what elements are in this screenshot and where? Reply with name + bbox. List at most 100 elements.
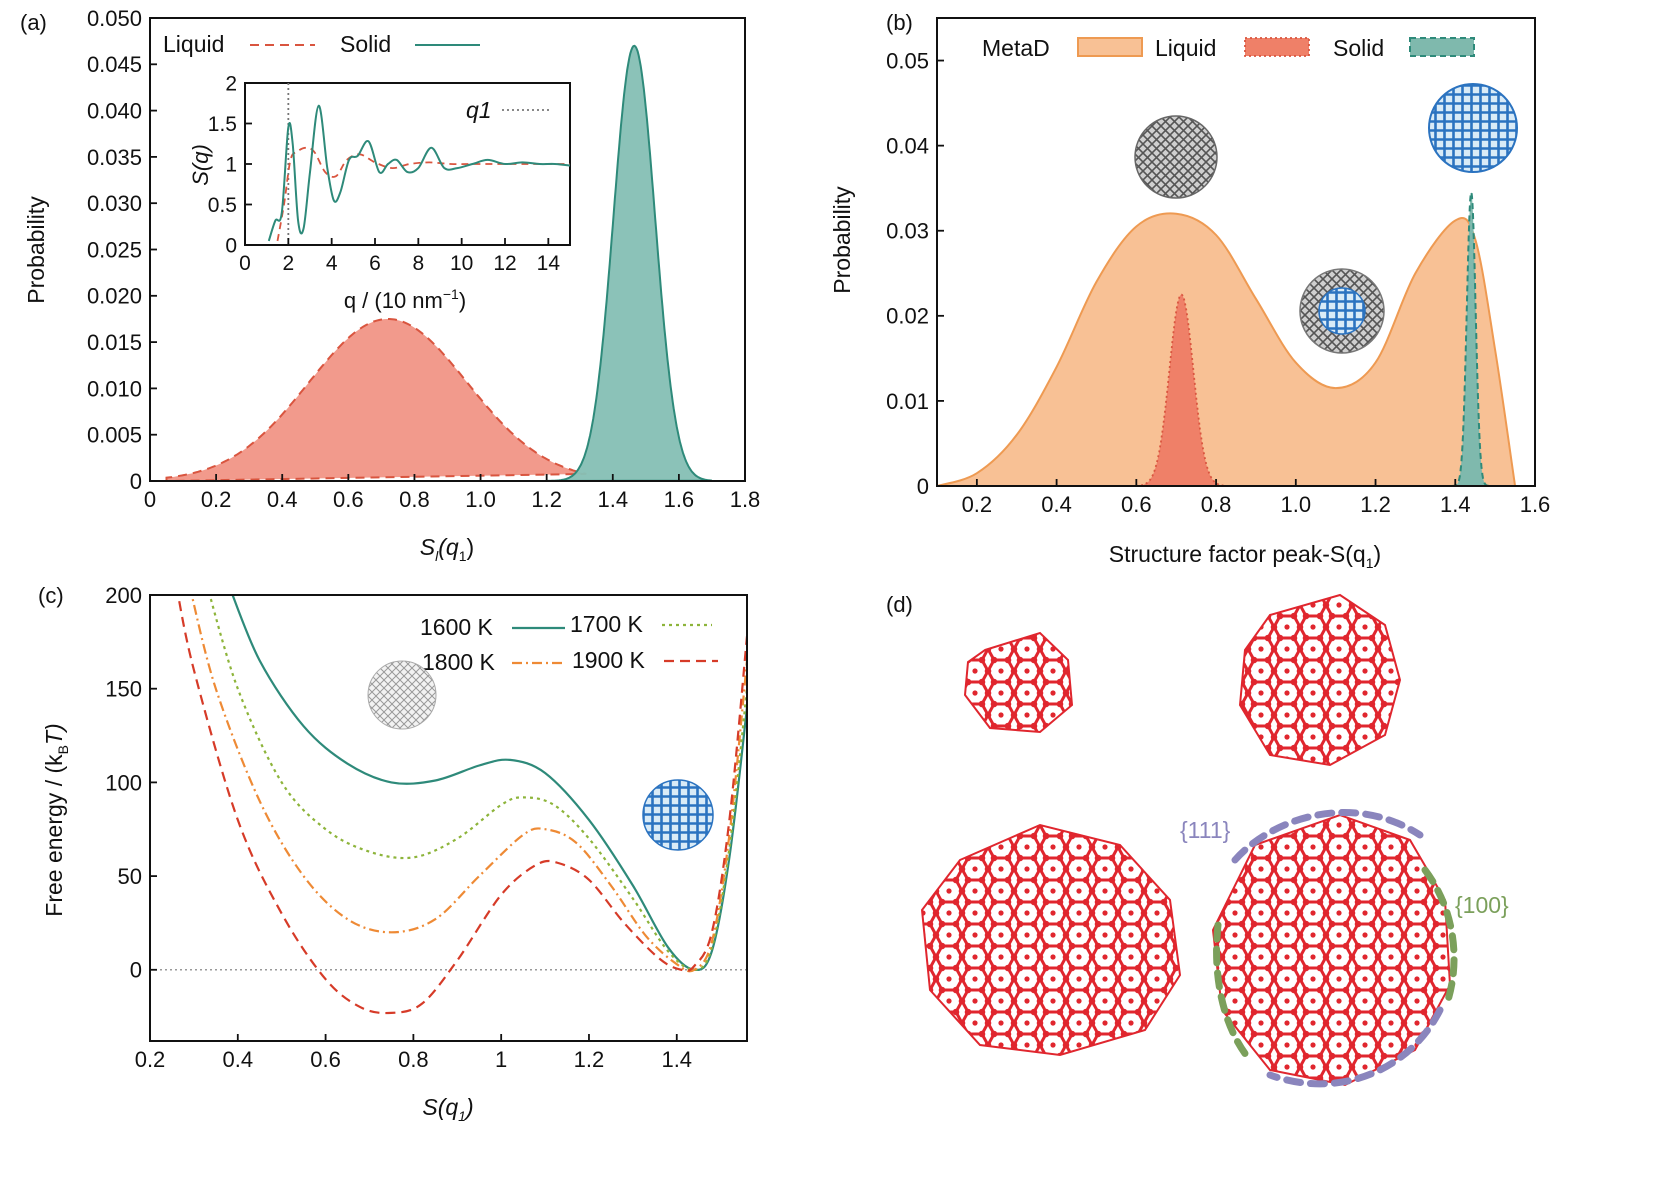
panel-d-facet-100-outline-right <box>1421 866 1458 1004</box>
panel-b-legend-metad-label: MetaD <box>982 35 1050 61</box>
panel-a-inset-xlabel-main: q / (10 nm <box>344 288 443 313</box>
panel-b-xtick-label: 1.6 <box>1520 492 1551 517</box>
panel-c-ytick-label: 0 <box>130 958 142 983</box>
panel-c-solid-cluster-image <box>642 779 714 851</box>
panel-d-label: (d) <box>886 592 913 617</box>
panel-c-xtick-label: 1.2 <box>574 1047 605 1072</box>
panel-b-ytick-label: 0.03 <box>886 219 929 244</box>
panel-b-legend-liquid-swatch <box>1244 37 1310 57</box>
panel-b-mixed-cluster-core <box>1318 287 1366 335</box>
panel-a-ytick-label: 0.010 <box>87 376 142 401</box>
panel-b-xlabel-sub: 1 <box>1366 555 1374 571</box>
panel-b-legend-metad-swatch <box>1077 37 1143 57</box>
panel-a: (a) 0 0.2 0.4 0.6 0.8 1.0 1.2 1.4 1.6 1.8 00.0050… <box>20 6 760 564</box>
panel-b-label: (b) <box>886 10 913 35</box>
panel-a-xtick-label: 0.2 <box>201 487 232 512</box>
panel-a-xlabel-close: ) <box>467 534 475 560</box>
panel-c-xlabel-main: S(q <box>422 1094 458 1120</box>
panel-a-xtick-label: 0 <box>144 487 156 512</box>
panel-d-facet-111-label: {111} <box>1180 817 1231 843</box>
panel-a-y-ticks: 0 0.005 0.010 0.015 0.020 0.025 0.030 0.035 0.04… <box>87 6 157 494</box>
panel-b-ytick-label: 0.04 <box>886 134 929 159</box>
panel-d-facet-100-outline-left <box>1213 921 1254 1064</box>
panel-b-legend-liquid-label: Liquid <box>1155 35 1216 61</box>
panel-b-y-ticks: 0 0.01 0.02 0.03 0.04 0.05 <box>886 48 944 499</box>
panel-c-line-1700k <box>208 595 747 971</box>
panel-b-ytick-label: 0.02 <box>886 304 929 329</box>
panel-b-legend: MetaD Liquid Solid <box>982 35 1475 61</box>
panel-d-facet-111-outline-bottom <box>1266 1006 1444 1088</box>
panel-a-xtick-label: 0.8 <box>399 487 430 512</box>
panel-b-liquid-area <box>1135 293 1229 487</box>
panel-a-inset-ytick-label: 2 <box>225 73 237 96</box>
panel-a-inset-xtick-label: 14 <box>537 252 561 275</box>
panel-b-frame <box>936 17 1536 487</box>
panel-c-x-ticks: 0.2 0.4 0.6 0.8 1 1.2 1.4 <box>135 1034 692 1072</box>
panel-c-legend-1800-label: 1800 K <box>422 649 496 675</box>
panel-a-inset-x-ticks: 0 2 4 6 8 10 12 14 <box>239 238 560 275</box>
panel-c-liquid-cluster-image <box>367 660 437 730</box>
panel-b-ytick-label: 0 <box>917 474 929 499</box>
panel-a-inset-solid-line <box>267 104 571 242</box>
panel-a-ytick-label: 0.040 <box>87 99 142 124</box>
panel-a-legend-solid-label: Solid <box>340 31 391 57</box>
panel-b-xtick-label: 0.2 <box>962 492 993 517</box>
panel-b-xtick-label: 0.8 <box>1201 492 1232 517</box>
panel-a-inset-xtick-label: 0 <box>239 252 251 275</box>
panel-a-liquid-area <box>165 318 587 483</box>
panel-c-xtick-label: 0.8 <box>398 1047 429 1072</box>
panel-a-ytick-label: 0.025 <box>87 237 142 262</box>
panel-a-inset-ylabel: S(q) <box>188 144 213 186</box>
panel-a-ytick-label: 0.050 <box>87 6 142 31</box>
panel-a-inset-xtick-label: 6 <box>369 252 381 275</box>
panel-a-x-ticks: 0 0.2 0.4 0.6 0.8 1.0 1.2 1.4 1.6 1.8 <box>144 474 760 512</box>
panel-c-line-1900k <box>176 595 747 1015</box>
panel-a-xtick-label: 1.0 <box>465 487 496 512</box>
panel-d-facet-100-label: {100} <box>1455 892 1509 918</box>
panel-a-ylabel: Probability <box>23 196 49 304</box>
panel-d-facet-111-outline-top <box>1231 809 1424 864</box>
panel-a-inset-ytick-label: 0 <box>225 235 237 258</box>
panel-a-inset-liquid-line <box>276 146 570 242</box>
panel-a-xtick-label: 0.6 <box>333 487 364 512</box>
panel-c-line-1600k <box>231 595 747 972</box>
panel-c-xtick-label: 1.4 <box>661 1047 692 1072</box>
panel-b-xlabel: Structure factor peak-S(q1) <box>1109 541 1381 571</box>
panel-a-label: (a) <box>20 10 47 35</box>
panel-c-ylabel-main: Free energy / (k <box>41 754 67 917</box>
panel-b-x-ticks: 0.2 0.4 0.6 0.8 1.0 1.2 1.4 1.6 <box>962 479 1551 517</box>
panel-a-xlabel-arg-sub: 1 <box>459 548 467 564</box>
panel-a-legend: Liquid Solid <box>163 31 480 57</box>
panel-b-liquid-cluster-image <box>1134 115 1218 199</box>
panel-c-line-1800k <box>190 595 747 973</box>
panel-c-xtick-label: 0.4 <box>222 1047 253 1072</box>
panel-a-ytick-label: 0.035 <box>87 145 142 170</box>
panel-b-legend-solid-label: Solid <box>1333 35 1384 61</box>
panel-a-inset-xlabel: q / (10 nm−1) <box>344 286 466 313</box>
panel-c-legend: 1600 K 1700 K 1800 K 1900 K <box>420 611 718 675</box>
panel-d: (d) {111} {100} <box>886 592 1509 1088</box>
panel-a-xtick-label: 1.4 <box>597 487 628 512</box>
panel-c-ytick-label: 100 <box>105 770 142 795</box>
panel-d-cluster-large <box>920 823 1182 1057</box>
panel-c-frame <box>149 594 748 1042</box>
panel-c-legend-1900-label: 1900 K <box>572 647 646 673</box>
panel-c: (c) 0.2 0.4 0.6 0.8 1 1.2 1.4 0 50 100 150 200 Fre… <box>38 583 748 1124</box>
panel-a-inset-marker-label: q1 <box>466 97 492 123</box>
panel-a-ytick-label: 0.015 <box>87 330 142 355</box>
panel-a-inset-xlabel-close: ) <box>459 288 466 313</box>
panel-c-ytick-label: 200 <box>105 583 142 608</box>
panel-a-xlabel-arg: (q <box>438 534 459 560</box>
panel-b-xlabel-close: ) <box>1374 541 1382 567</box>
panel-a-inset-xlabel-sup: −1 <box>443 286 459 302</box>
panel-a-ytick-label: 0.045 <box>87 52 142 77</box>
panel-a-inset-xtick-label: 4 <box>326 252 338 275</box>
panel-c-xtick-label: 0.6 <box>310 1047 341 1072</box>
panel-a-xlabel-sub: l <box>435 548 439 564</box>
panel-c-xlabel-close: ) <box>463 1094 474 1120</box>
panel-c-xtick-label: 0.2 <box>135 1047 166 1072</box>
panel-a-xtick-label: 1.6 <box>664 487 695 512</box>
panel-d-cluster-medium <box>1238 593 1402 767</box>
panel-c-xlabel-sub: 1 <box>458 1108 466 1124</box>
